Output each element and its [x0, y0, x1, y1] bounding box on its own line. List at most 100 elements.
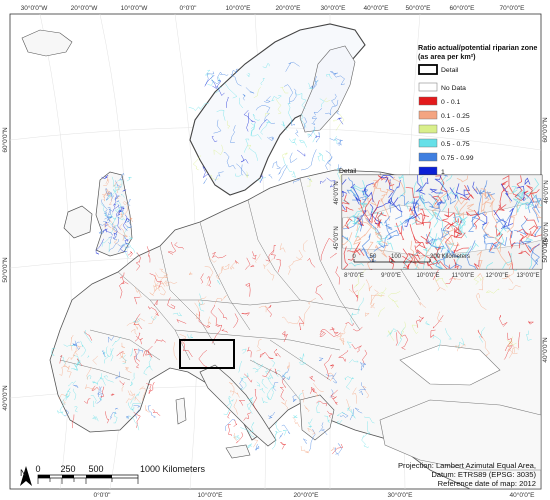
river-segment: [337, 117, 344, 125]
river-segment: [524, 237, 533, 242]
river-segment: [85, 384, 96, 390]
left-latitude-ticks: 60°0'0"N 50°0'0"N 40°0'0"N: [1, 127, 9, 411]
legend-class-label: 1: [441, 169, 445, 176]
river-segment: [299, 139, 308, 148]
river-segment: [414, 245, 421, 260]
river-segment: [353, 243, 361, 256]
river-segment: [209, 257, 217, 263]
river-segment: [523, 215, 539, 230]
river-segment: [336, 411, 346, 416]
river-segment: [119, 272, 125, 285]
river-segment: [527, 245, 540, 262]
river-segment: [348, 262, 364, 267]
river-segment: [90, 395, 97, 404]
river-segment: [188, 103, 209, 111]
river-segment: [315, 284, 324, 300]
river-segment: [507, 345, 518, 354]
river-segment: [320, 238, 334, 261]
legend-class-label: 0.5 - 0.75: [441, 141, 470, 148]
river-segment: [77, 359, 81, 366]
top-tick: 60°0'0"E: [450, 4, 476, 12]
river-segment: [256, 339, 262, 352]
river-segment: [327, 410, 333, 418]
river-segment: [108, 242, 112, 253]
river-segment: [533, 201, 542, 219]
river-segment: [340, 412, 349, 418]
river-segment: [434, 246, 442, 259]
river-segment: [437, 311, 442, 323]
inset-bottom-tick: 9°0'0"E: [381, 273, 401, 279]
river-segment: [348, 359, 359, 364]
bottom-tick: 30°0'0"E: [388, 491, 414, 499]
river-segment: [274, 368, 277, 375]
river-segment: [336, 167, 341, 180]
legend-class-label: 0.25 - 0.5: [441, 127, 470, 134]
river-segment: [443, 242, 455, 262]
river-segment: [115, 180, 122, 189]
river-segment: [429, 228, 439, 265]
river-segment: [247, 112, 256, 123]
river-segment: [494, 185, 509, 216]
river-segment: [77, 358, 83, 367]
river-segment: [265, 367, 269, 375]
river-segment: [125, 390, 136, 404]
river-segment: [386, 328, 398, 337]
river-segment: [513, 218, 528, 236]
river-segment: [247, 443, 253, 449]
scale-label: 500: [88, 464, 103, 474]
river-segment: [119, 223, 128, 241]
river-segment: [212, 251, 227, 259]
river-segment: [473, 275, 485, 285]
river-segment: [477, 330, 490, 356]
river-segment: [115, 407, 119, 410]
river-segment: [302, 389, 305, 403]
top-tick: 10°0'0"E: [226, 4, 252, 12]
river-segment: [449, 187, 459, 200]
river-segment: [267, 374, 275, 400]
river-segment: [496, 218, 510, 229]
river-segment: [451, 218, 459, 228]
river-segment: [281, 330, 288, 343]
river-segment: [226, 395, 232, 407]
river-segment: [103, 230, 113, 236]
river-segment: [91, 385, 99, 392]
river-segment: [345, 322, 354, 326]
river-segment: [264, 96, 271, 103]
river-segment: [63, 356, 70, 370]
river-segment: [233, 313, 239, 328]
river-segment: [405, 181, 417, 210]
river-segment: [249, 148, 258, 161]
river-segment: [277, 164, 286, 175]
river-segment: [80, 340, 87, 357]
projection-info: Projection: Lambert Azimutal Equal Area,…: [398, 461, 536, 488]
river-segment: [274, 370, 281, 377]
river-segment: [304, 117, 307, 129]
river-segment: [105, 192, 111, 196]
river-segment: [241, 312, 251, 317]
river-segment: [415, 208, 426, 225]
legend-class-swatch: [418, 124, 438, 134]
river-segment: [113, 411, 118, 424]
river-segment: [518, 250, 531, 256]
river-segment: [506, 200, 518, 222]
river-segment: [342, 206, 354, 213]
river-segment: [312, 127, 317, 143]
river-segment: [346, 212, 360, 227]
river-segment: [112, 205, 120, 213]
river-segment: [73, 355, 80, 367]
top-tick: 30°0'0"E: [321, 4, 347, 12]
river-segment: [204, 75, 215, 87]
river-segment: [275, 431, 279, 435]
river-segment: [87, 354, 90, 358]
river-segment: [485, 262, 494, 269]
river-segment: [226, 96, 229, 108]
river-segment: [480, 194, 484, 213]
river-segment: [245, 87, 255, 94]
river-segment: [64, 409, 70, 417]
river-segment: [508, 346, 519, 359]
river-segment: [233, 399, 238, 415]
river-segment: [266, 304, 273, 318]
river-segment: [516, 185, 525, 201]
river-segment: [354, 407, 363, 414]
river-segment: [113, 181, 118, 187]
